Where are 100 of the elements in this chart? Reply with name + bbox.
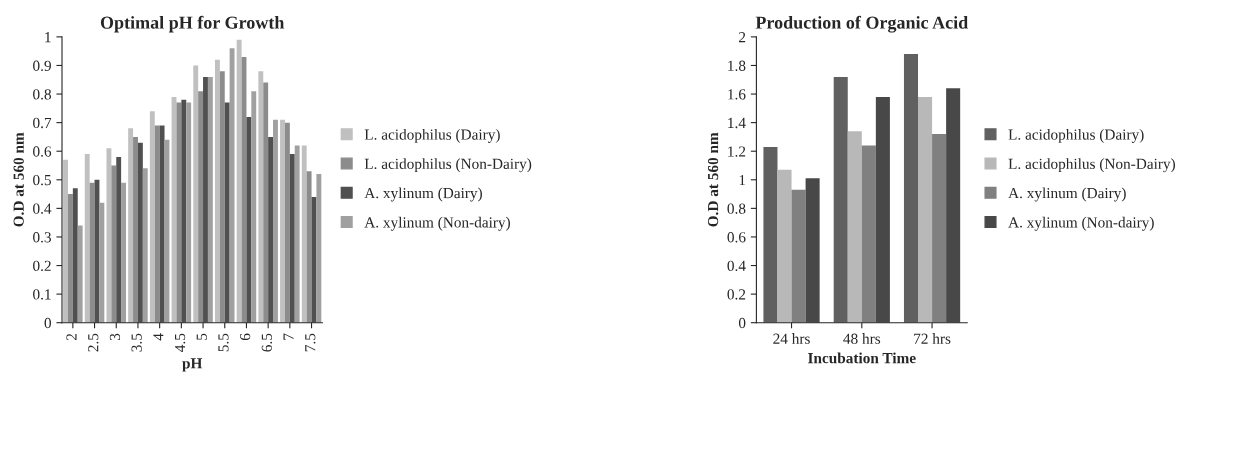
bar (63, 159, 68, 323)
bar (777, 169, 792, 323)
bar (273, 119, 278, 323)
y-tick-label: 1.8 (728, 60, 746, 71)
bar (280, 119, 285, 323)
bar (99, 202, 105, 323)
bar (861, 145, 876, 323)
bar (207, 76, 213, 323)
chart-title: Optimal pH for Growth (100, 15, 285, 33)
bar (875, 96, 890, 323)
legend-label: A. xylinum (Non-dairy) (364, 216, 510, 231)
x-tick-label: 6 (240, 333, 251, 341)
bar (306, 171, 312, 323)
y-tick-label: 0.8 (727, 203, 746, 214)
bar (316, 174, 322, 323)
bar (258, 71, 264, 323)
legend-label: L. acidophilus (Dairy) (364, 128, 500, 143)
bar (763, 146, 778, 323)
y-tick-label: 1 (45, 32, 51, 43)
x-tick-label: 72 hrs (914, 333, 951, 344)
bar (791, 189, 806, 323)
bar (214, 59, 220, 323)
legend-label: A. xylinum (Non-dairy) (1008, 216, 1154, 231)
bar (219, 71, 225, 323)
y-tick-label: 1 (739, 175, 746, 186)
bar (268, 136, 274, 323)
y-tick-label: 0 (738, 317, 746, 329)
y-tick-label: 1.4 (728, 117, 746, 129)
bar (116, 156, 122, 323)
x-tick-label: 48 hrs (843, 333, 881, 344)
bar (186, 102, 192, 323)
y-axis-title: O.D at 560 nm (13, 132, 24, 227)
y-tick-label: 0.6 (727, 232, 746, 243)
bar (301, 145, 307, 323)
bar (111, 165, 117, 323)
x-tick-label: 4 (153, 333, 164, 341)
bar (847, 131, 862, 323)
y-tick-label: 2 (739, 32, 746, 43)
bar (946, 88, 961, 323)
bar (133, 136, 138, 323)
x-tick-label: 3 (109, 333, 121, 341)
y-tick-label: 0.4 (33, 203, 52, 214)
y-tick-label: 0.5 (33, 174, 51, 186)
bar (805, 178, 820, 323)
chart-title: Production of Organic Acid (755, 15, 969, 33)
y-tick-label: 0.7 (33, 117, 52, 129)
y-axis-title: O.D at 560 nm (707, 132, 719, 227)
y-tick-label: 0.6 (33, 146, 52, 157)
bar (137, 142, 143, 323)
y-tick-label: 0.8 (33, 89, 51, 100)
y-tick-label: 0.4 (727, 260, 746, 272)
bar (833, 76, 848, 323)
bar (251, 91, 257, 323)
y-tick-label: 0.3 (33, 232, 51, 243)
bar (154, 125, 160, 323)
bar (67, 194, 73, 323)
bar (932, 134, 947, 323)
x-tick-label: 7 (283, 333, 294, 340)
bar (224, 102, 230, 323)
bar (89, 182, 95, 323)
legend-label: A. xylinum (Dairy) (364, 187, 482, 202)
legend-label: L. acidophilus (Dairy) (1008, 128, 1144, 143)
legend-label: A. xylinum (Dairy) (1008, 187, 1126, 202)
x-tick-label: 6.5 (261, 333, 273, 352)
bar (142, 168, 148, 323)
bar (246, 116, 252, 323)
bar (159, 125, 165, 323)
y-tick-label: 0.2 (33, 260, 51, 272)
bar (149, 111, 155, 323)
bar (193, 65, 199, 323)
x-tick-label: 2 (66, 333, 77, 341)
bar (106, 148, 112, 323)
y-tick-label: 1.6 (728, 89, 746, 100)
bar (918, 96, 933, 323)
x-tick-label: 5.5 (218, 333, 229, 352)
y-tick-label: 0.9 (33, 60, 51, 71)
y-tick-label: 0.2 (727, 289, 746, 300)
bar (263, 82, 269, 323)
y-tick-label: 1.2 (728, 146, 746, 157)
x-tick-label: 24 hrs (773, 333, 810, 344)
bar (72, 188, 78, 323)
x-tick-label: 7.5 (305, 333, 316, 352)
x-tick-label: 3.5 (131, 333, 142, 352)
bar (128, 128, 134, 323)
bar (289, 154, 295, 323)
bar (203, 76, 208, 323)
bar (294, 145, 300, 323)
bar (84, 154, 90, 323)
bar (198, 91, 204, 323)
legend-label: L. acidophilus (Non-Dairy) (364, 158, 532, 173)
bar (236, 39, 242, 323)
legend-label: L. acidophilus (Non-Dairy) (1008, 158, 1175, 173)
x-tick-label: 5 (196, 333, 207, 340)
bar (229, 48, 235, 323)
bar (77, 225, 83, 323)
bar (284, 122, 290, 323)
bar (121, 182, 127, 323)
x-axis-title: Incubation Time (808, 352, 916, 364)
x-tick-label: 2.5 (88, 333, 99, 352)
x-tick-label: 4.5 (174, 333, 186, 352)
